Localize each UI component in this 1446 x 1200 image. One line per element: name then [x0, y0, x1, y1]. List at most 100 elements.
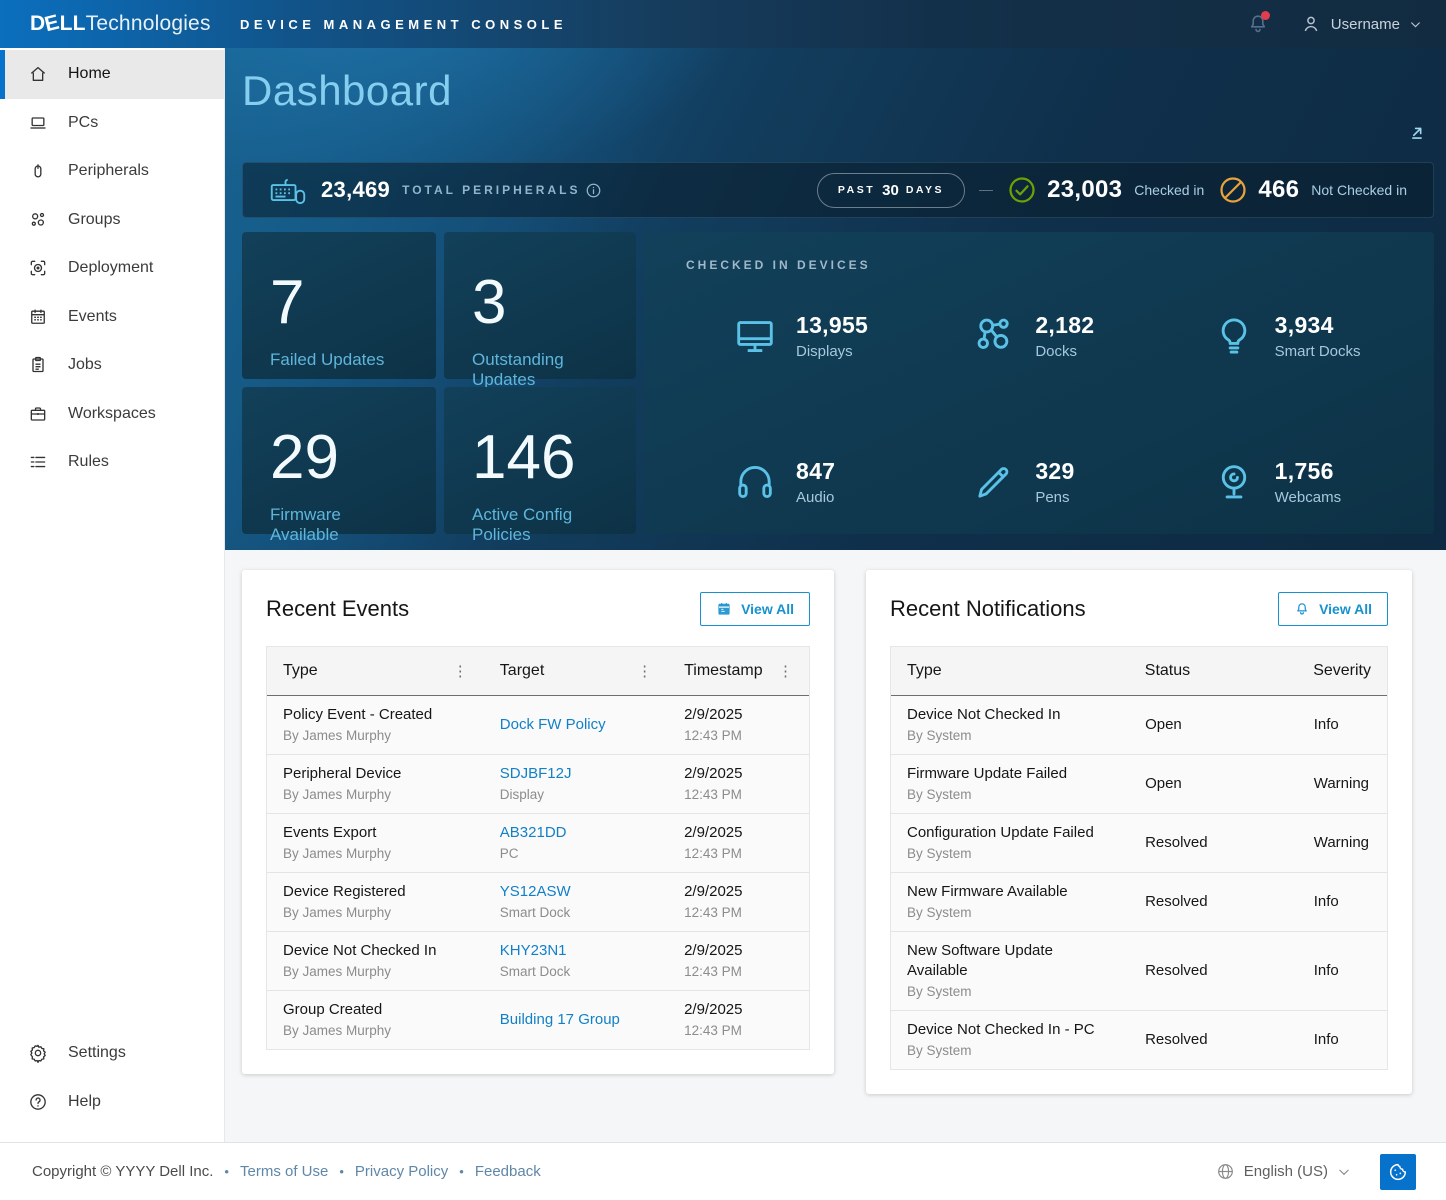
- column-header-status: Status: [1144, 662, 1191, 679]
- sidebar-item-settings[interactable]: Settings: [0, 1029, 224, 1078]
- calendar-icon: [718, 603, 730, 615]
- event-author: By James Murphy: [283, 964, 392, 979]
- sidebar-item-jobs[interactable]: Jobs: [0, 341, 224, 390]
- cookie-settings-button[interactable]: [1380, 1153, 1416, 1190]
- notification-row[interactable]: Configuration Update Failed By System Re…: [891, 814, 1387, 873]
- past-30-days-pill[interactable]: PAST 30 DAYS: [816, 172, 966, 208]
- event-row[interactable]: Device Registered By James Murphy YS12AS…: [267, 873, 809, 932]
- sidebar-item-workspaces[interactable]: Workspaces: [0, 390, 224, 439]
- kebab-menu-icon[interactable]: ⋮: [778, 662, 793, 680]
- metric-card-firmware-available[interactable]: 29 Firmware Available: [242, 387, 436, 544]
- notification-row[interactable]: Device Not Checked In By System Open Inf…: [891, 696, 1387, 755]
- sidebar-item-deployment[interactable]: Deployment: [0, 244, 224, 293]
- event-row[interactable]: Policy Event - Created By James Murphy D…: [267, 696, 809, 755]
- sidebar-item-groups[interactable]: Groups: [0, 196, 224, 245]
- dashboard-hero: Dashboard 23,469 TOTAL PERIPHERALS PAST …: [225, 48, 1446, 550]
- metric-card-failed-updates[interactable]: 7 Failed Updates: [242, 232, 436, 379]
- connector-line: [979, 189, 994, 191]
- event-author: By James Murphy: [283, 787, 392, 802]
- chevron-down-icon[interactable]: [1337, 1165, 1351, 1179]
- calendar-icon: [31, 309, 45, 324]
- notification-row[interactable]: Firmware Update Failed By System Open Wa…: [891, 755, 1387, 814]
- event-time: 12:43 PM: [684, 905, 742, 920]
- event-row[interactable]: Group Created By James Murphy Building 1…: [267, 991, 809, 1049]
- peripherals-stats-bar: 23,469 TOTAL PERIPHERALS PAST 30 DAYS 23…: [242, 162, 1434, 218]
- event-author: By James Murphy: [283, 905, 392, 920]
- notification-row[interactable]: Device Not Checked In - PC By System Res…: [891, 1011, 1387, 1069]
- notification-row[interactable]: New Firmware Available By System Resolve…: [891, 873, 1387, 932]
- event-time: 12:43 PM: [684, 964, 742, 979]
- sidebar-item-label: Workspaces: [68, 404, 156, 422]
- events-view-all-button[interactable]: View All: [700, 592, 810, 626]
- sidebar-item-label: PCs: [68, 113, 99, 131]
- notifications-bell-icon[interactable]: [1246, 11, 1270, 36]
- notifications-view-all-button[interactable]: View All: [1278, 592, 1388, 626]
- event-target-link[interactable]: Building 17 Group: [499, 1011, 620, 1028]
- dell-logo[interactable]: DELLTechnologies: [30, 11, 226, 37]
- sidebar-item-help[interactable]: Help: [0, 1078, 224, 1127]
- notification-author: By System: [907, 787, 972, 802]
- event-target-link[interactable]: YS12ASW: [499, 883, 571, 900]
- footer-separator: •: [459, 1164, 464, 1179]
- notification-status: Resolved: [1145, 834, 1208, 851]
- event-time: 12:43 PM: [684, 1023, 742, 1038]
- not-checked-in-label: Not Checked in: [1311, 182, 1407, 198]
- language-selector[interactable]: English (US): [1243, 1163, 1328, 1180]
- period-suffix: DAYS: [905, 184, 945, 196]
- feedback-link[interactable]: Feedback: [474, 1163, 541, 1180]
- device-label: Pens: [1035, 489, 1070, 506]
- notification-author: By System: [907, 728, 972, 743]
- device-value: 329: [1035, 458, 1075, 484]
- devices-panel-title: CHECKED IN DEVICES: [686, 258, 871, 272]
- globe-icon: [1217, 1164, 1233, 1179]
- user-icon: [1304, 16, 1318, 32]
- check-circle-icon: [1009, 177, 1035, 203]
- kebab-menu-icon[interactable]: ⋮: [637, 662, 653, 680]
- recent-notifications-title: Recent Notifications: [890, 596, 1086, 621]
- notification-type: Configuration Update Failed: [907, 824, 1094, 841]
- logo-d: D: [30, 12, 46, 35]
- notification-row[interactable]: New Software Update Available By System …: [891, 932, 1387, 1011]
- dock-cluster-icon: [977, 318, 1009, 349]
- terms-of-use-link[interactable]: Terms of Use: [239, 1163, 329, 1180]
- notification-status: Resolved: [1145, 962, 1208, 979]
- notification-severity: Info: [1313, 716, 1339, 733]
- question-icon: [30, 1093, 46, 1110]
- device-label: Audio: [796, 489, 835, 506]
- display-icon: [737, 321, 773, 353]
- sidebar-item-peripherals[interactable]: Peripherals: [0, 147, 224, 196]
- sidebar-item-home[interactable]: Home: [0, 50, 224, 99]
- kebab-menu-icon[interactable]: ⋮: [452, 662, 468, 680]
- slash-circle-icon: [1220, 177, 1246, 203]
- notification-severity: Warning: [1313, 834, 1370, 851]
- event-target-link[interactable]: Dock FW Policy: [499, 716, 606, 733]
- event-target-type: Smart Dock: [499, 964, 571, 979]
- total-peripherals-value: 23,469: [321, 177, 391, 202]
- clipboard-icon: [32, 357, 44, 373]
- user-menu[interactable]: Username: [1300, 13, 1422, 35]
- sidebar-item-rules[interactable]: Rules: [0, 438, 224, 487]
- event-target-link[interactable]: KHY23N1: [499, 942, 567, 959]
- event-row[interactable]: Peripheral Device By James Murphy SDJBF1…: [267, 755, 809, 814]
- privacy-policy-link[interactable]: Privacy Policy: [354, 1163, 449, 1180]
- expand-icon[interactable]: [1406, 122, 1428, 144]
- footer-separator: •: [339, 1164, 344, 1179]
- view-all-label: View All: [1319, 601, 1372, 617]
- event-date: 2/9/2025: [684, 1001, 743, 1018]
- notification-type: New Firmware Available: [907, 883, 1068, 900]
- headphones-icon: [738, 466, 772, 499]
- sidebar-item-events[interactable]: Events: [0, 293, 224, 342]
- device-stat-audio: 847 Audio: [686, 458, 925, 506]
- notification-status: Resolved: [1145, 893, 1208, 910]
- event-target-link[interactable]: AB321DD: [499, 824, 567, 841]
- event-row[interactable]: Device Not Checked In By James Murphy KH…: [267, 932, 809, 991]
- device-stat-smart-docks: 3,934 Smart Docks: [1165, 312, 1404, 360]
- event-target-link[interactable]: SDJBF12J: [499, 765, 572, 782]
- event-row[interactable]: Events Export By James Murphy AB321DD PC…: [267, 814, 809, 873]
- top-bar: DELLTechnologies DEVICE MANAGEMENT CONSO…: [0, 0, 1446, 48]
- metric-card-active-config-policies[interactable]: 146 Active Config Policies: [444, 387, 636, 544]
- info-icon[interactable]: [585, 182, 602, 199]
- metric-card-outstanding-updates[interactable]: 3 Outstanding Updates: [444, 232, 636, 389]
- sidebar-item-pcs[interactable]: PCs: [0, 99, 224, 148]
